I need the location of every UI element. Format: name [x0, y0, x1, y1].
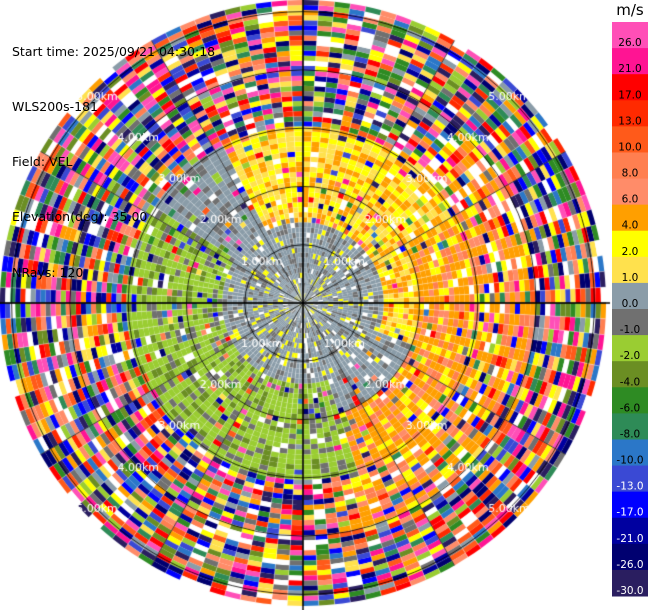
colorbar-tick-label: 4.0: [622, 220, 639, 232]
colorbar-tick-label: -26.0: [616, 559, 643, 571]
colorbar-tick-label: -17.0: [616, 507, 643, 519]
colorbar-tick-label: -8.0: [620, 428, 641, 440]
colorbar-tick-label: 0.0: [622, 298, 639, 310]
colorbar-tick-label: -4.0: [620, 376, 641, 388]
colorbar-swatch: [612, 126, 648, 153]
colorbar-swatch: [612, 256, 648, 284]
colorbar-swatch: [612, 230, 648, 258]
colorbar-tick-label: 10.0: [618, 141, 641, 153]
colorbar-tick-label: 17.0: [618, 89, 641, 101]
nrays-line: NRays: 120: [12, 264, 84, 280]
colorbar-swatch: [612, 74, 648, 101]
header-info: Start time: 2025/09/21 04:30:18 WLS200s-…: [12, 6, 215, 300]
colorbar-tick-label: 1.0: [622, 272, 639, 284]
colorbar-swatch: [612, 517, 648, 545]
colorbar-swatch: [612, 48, 648, 75]
instrument-line: WLS200s-181: [12, 99, 98, 115]
colorbar-swatch: [612, 413, 648, 440]
colorbar-swatch: [612, 100, 648, 127]
colorbar-swatch: [612, 491, 648, 519]
colorbar-swatch: [612, 22, 648, 49]
colorbar-tick-label: -6.0: [620, 402, 641, 414]
colorbar-swatch: [612, 335, 648, 362]
colorbar-swatch: [612, 387, 648, 414]
colorbar-unit-label: m/s: [616, 1, 644, 19]
field-line: Field: VEL: [12, 154, 73, 170]
colorbar-swatch: [612, 439, 648, 467]
colorbar-swatch: [612, 465, 648, 493]
colorbar-swatch: [612, 309, 648, 336]
colorbar-tick-label: -10.0: [616, 455, 643, 467]
colorbar-swatch: [612, 204, 648, 232]
colorbar-tick-label: 2.0: [622, 246, 639, 258]
colorbar-swatch: [612, 178, 648, 206]
start-time-line: Start time: 2025/09/21 04:30:18: [12, 43, 216, 59]
colorbar-tick-label: 26.0: [618, 37, 641, 49]
colorbar-tick-label: -30.0: [616, 585, 643, 597]
elevation-line: Elevation(deg): 35.00: [12, 209, 148, 225]
colorbar-swatch: [612, 361, 648, 388]
colorbar-tick-label: 13.0: [618, 115, 641, 127]
colorbar-tick-label: 21.0: [618, 63, 641, 75]
colorbar-swatch: [612, 152, 648, 180]
colorbar-swatch: [612, 543, 648, 571]
colorbar-swatch: [612, 282, 648, 310]
colorbar-swatch: [612, 569, 648, 597]
colorbar-tick-label: 6.0: [622, 194, 639, 206]
colorbar-tick-label: -2.0: [620, 350, 641, 362]
colorbar-tick-label: -1.0: [620, 324, 641, 336]
colorbar-tick-label: -21.0: [616, 533, 643, 545]
colorbar-tick-label: -13.0: [616, 481, 643, 493]
colorbar-tick-label: 8.0: [622, 168, 639, 180]
